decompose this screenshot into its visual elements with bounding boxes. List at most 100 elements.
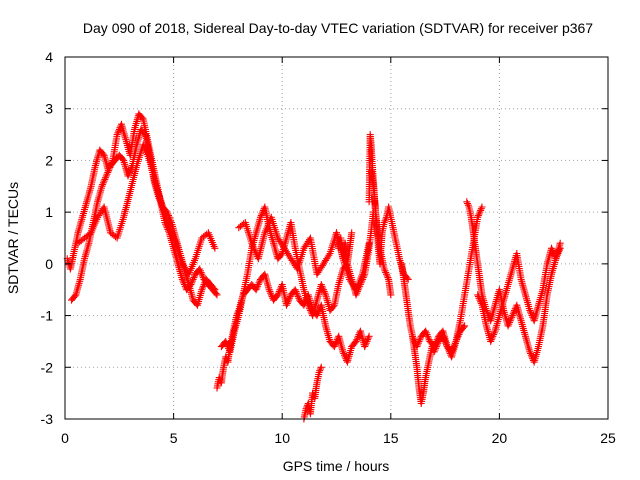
data-point [527, 308, 534, 316]
data-point [526, 306, 534, 314]
data-point [103, 170, 111, 178]
data-point [556, 244, 564, 252]
data-point [488, 334, 496, 342]
data-point [99, 150, 107, 158]
data-point [474, 212, 482, 220]
data-point [361, 343, 369, 351]
data-point [553, 251, 561, 259]
data-point [71, 292, 79, 300]
data-point [283, 300, 291, 307]
data-point [527, 351, 535, 359]
data-point [317, 363, 325, 371]
data-point [477, 205, 485, 213]
data-point [200, 281, 208, 288]
data-point [463, 198, 471, 206]
data-point [253, 284, 261, 292]
data-point [125, 169, 133, 176]
data-point [555, 248, 563, 256]
data-point [210, 284, 218, 292]
data-point [380, 219, 388, 226]
y-tick-label: 1 [45, 204, 53, 220]
data-point [340, 350, 348, 357]
data-point [211, 286, 219, 294]
x-axis-label: GPS time / hours [283, 458, 390, 474]
data-point [474, 293, 482, 301]
data-point [341, 351, 348, 359]
data-point [198, 270, 206, 278]
y-tick-label: 0 [45, 256, 53, 272]
data-point [415, 337, 423, 345]
y-tick-label: -3 [41, 411, 54, 427]
y-tick-label: -1 [41, 308, 54, 324]
data-point [383, 272, 391, 280]
data-point [320, 286, 327, 294]
data-point [277, 251, 285, 259]
data-point [506, 317, 514, 325]
data-point [403, 274, 411, 282]
x-tick-label: 25 [600, 430, 616, 446]
data-point [464, 200, 471, 207]
data-point [507, 315, 515, 323]
data-point [477, 206, 485, 214]
data-point [213, 291, 221, 299]
data-point [252, 286, 260, 294]
data-point [490, 331, 498, 338]
data-point [275, 287, 283, 295]
data-point [474, 213, 482, 221]
data-point [461, 322, 469, 330]
data-point [476, 208, 484, 216]
data-point [505, 320, 513, 328]
data-point [197, 269, 205, 276]
data-point [105, 165, 113, 173]
data-point [552, 255, 560, 263]
data-point [432, 337, 440, 345]
data-point [424, 334, 432, 342]
data-point [114, 129, 122, 137]
data-point [127, 165, 135, 173]
data-point [483, 308, 491, 316]
data-point [413, 343, 421, 351]
data-point [318, 282, 326, 290]
data-point [353, 336, 361, 344]
data-point [409, 334, 417, 342]
y-tick-label: -2 [41, 359, 54, 375]
data-point [443, 343, 451, 351]
data-point [387, 291, 395, 299]
data-point [476, 296, 484, 304]
data-point [422, 329, 430, 337]
data-point [212, 290, 220, 298]
data-point [474, 291, 482, 299]
data-point [138, 114, 146, 122]
data-point [331, 341, 339, 349]
data-point [330, 343, 338, 351]
data-point [211, 244, 219, 252]
x-tick-label: 5 [170, 430, 178, 446]
data-point [99, 179, 107, 187]
data-points [63, 110, 564, 423]
data-point [352, 337, 360, 345]
x-tick-label: 20 [492, 430, 508, 446]
data-point [364, 336, 372, 344]
data-point [381, 267, 389, 275]
data-point [100, 177, 108, 185]
data-point [255, 279, 263, 287]
data-point [431, 341, 439, 349]
data-point [354, 334, 361, 342]
y-tick-label: 4 [45, 49, 53, 65]
data-point [365, 239, 373, 247]
data-point [257, 213, 264, 221]
data-point [477, 298, 485, 306]
data-point [293, 289, 301, 297]
data-point [422, 327, 430, 335]
data-point [321, 289, 329, 297]
data-point [265, 286, 273, 294]
data-point [548, 246, 556, 254]
data-point [267, 291, 275, 299]
data-point [554, 250, 562, 257]
data-point [382, 269, 390, 276]
data-point [424, 332, 432, 340]
data-point [102, 172, 110, 180]
data-point [487, 336, 495, 344]
data-point [291, 286, 299, 294]
